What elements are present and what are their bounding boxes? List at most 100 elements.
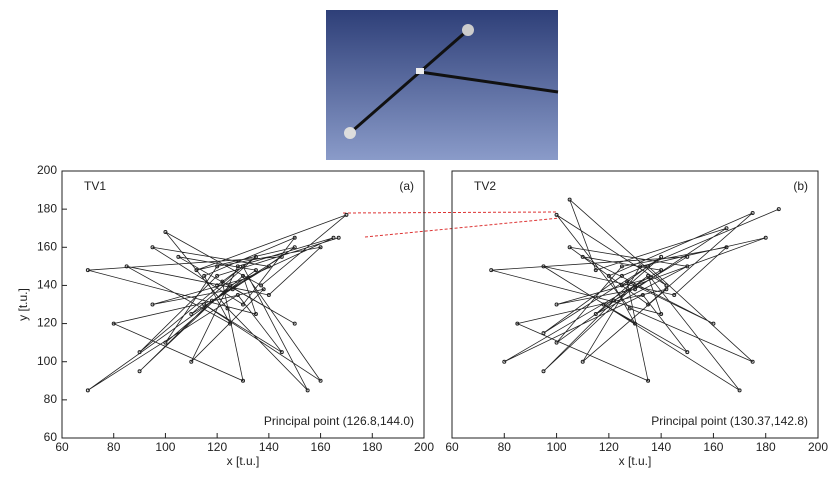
- x-tick-label: 160: [311, 440, 331, 454]
- point: [724, 226, 729, 231]
- panel-title: TV1: [84, 179, 106, 193]
- annotation: Principal point (126.8,144.0): [264, 414, 414, 428]
- point: [215, 283, 220, 288]
- point: [541, 369, 546, 374]
- x-tick-label: 80: [107, 440, 121, 454]
- point: [279, 350, 284, 355]
- point: [124, 264, 129, 269]
- point: [305, 388, 310, 393]
- point: [220, 279, 225, 284]
- point: [750, 359, 755, 364]
- x-tick-label: 200: [808, 440, 828, 454]
- y-axis-label: y [t.u.]: [16, 288, 30, 321]
- point: [776, 207, 781, 212]
- point: [502, 359, 507, 364]
- point: [235, 292, 240, 297]
- plot-frame: [61, 170, 425, 439]
- point: [85, 388, 90, 393]
- point: [664, 283, 669, 288]
- point: [261, 287, 266, 292]
- point: [137, 369, 142, 374]
- point: [659, 312, 664, 317]
- y-tick-label: 140: [37, 278, 57, 292]
- y-tick-label: 200: [37, 163, 57, 177]
- point: [672, 292, 677, 297]
- point: [633, 321, 637, 326]
- point: [659, 268, 664, 273]
- point: [646, 273, 651, 278]
- plot-frame: [451, 170, 819, 439]
- point: [638, 264, 643, 269]
- trajectory: [491, 199, 779, 391]
- point: [619, 264, 624, 269]
- point: [685, 350, 690, 355]
- point: [194, 268, 199, 273]
- point: [724, 245, 729, 250]
- trajectory: [87, 214, 347, 391]
- point: [737, 388, 742, 393]
- x-tick-label: 160: [703, 440, 723, 454]
- point: [344, 212, 349, 217]
- correspondence-lines: [342, 211, 561, 238]
- point: [646, 302, 651, 307]
- point: [612, 298, 617, 303]
- panel-title: TV2: [474, 179, 496, 193]
- point: [150, 245, 155, 250]
- point: [259, 283, 264, 288]
- x-tick-label: 100: [155, 440, 175, 454]
- x-tick-label: 100: [547, 440, 567, 454]
- point: [163, 230, 168, 235]
- point: [137, 350, 142, 355]
- point: [215, 264, 220, 269]
- point: [292, 321, 297, 326]
- point: [489, 268, 494, 273]
- point: [625, 279, 630, 284]
- point: [685, 254, 690, 259]
- point: [554, 340, 559, 345]
- point: [202, 302, 207, 307]
- point: [176, 254, 181, 259]
- annotation: Principal point (130.37,142.8): [651, 414, 808, 428]
- point: [554, 302, 559, 307]
- y-tick-label: 60: [44, 430, 58, 444]
- x-tick-label: 120: [207, 440, 227, 454]
- point: [593, 268, 598, 273]
- point: [554, 212, 559, 217]
- point: [111, 321, 116, 326]
- point: [640, 292, 645, 297]
- point: [580, 254, 585, 259]
- point: [567, 245, 572, 250]
- point: [763, 235, 768, 240]
- x-tick-label: 180: [362, 440, 382, 454]
- point: [646, 264, 651, 269]
- y-tick-label: 100: [37, 354, 57, 368]
- panel-label: (a): [399, 179, 414, 193]
- x-axis-label: x [t.u.]: [227, 454, 260, 468]
- point: [711, 321, 716, 326]
- x-axis-label: x [t.u.]: [619, 454, 652, 468]
- point: [189, 359, 194, 364]
- point: [619, 283, 624, 288]
- point: [241, 378, 245, 383]
- point: [85, 268, 90, 273]
- point: [292, 235, 297, 240]
- x-tick-label: 140: [259, 440, 279, 454]
- point: [230, 287, 235, 292]
- x-tick-label: 180: [756, 440, 776, 454]
- point: [606, 273, 611, 278]
- point: [209, 298, 214, 303]
- point: [336, 235, 341, 240]
- point: [580, 359, 585, 364]
- point: [253, 312, 258, 317]
- x-tick-label: 120: [599, 440, 619, 454]
- point: [241, 302, 245, 307]
- point: [627, 306, 632, 311]
- x-tick-label: 80: [498, 440, 512, 454]
- point: [648, 275, 653, 280]
- x-tick-label: 60: [445, 440, 459, 454]
- x-tick-label: 140: [651, 440, 671, 454]
- point: [318, 378, 323, 383]
- point: [266, 292, 271, 297]
- point: [202, 273, 207, 278]
